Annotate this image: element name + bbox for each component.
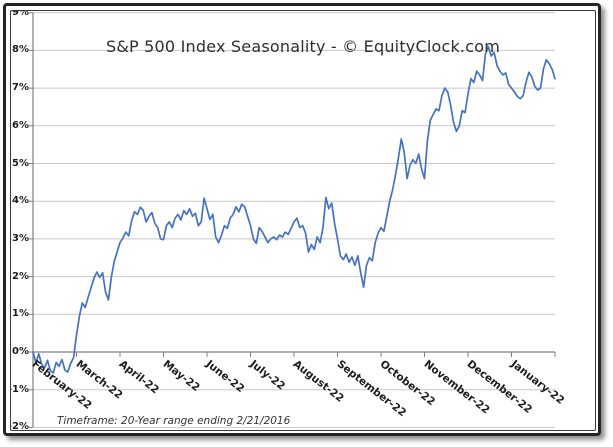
y-axis-label: -2% xyxy=(11,421,29,431)
y-axis-label: 8% xyxy=(12,44,29,56)
y-axis-label: -1% xyxy=(11,383,29,395)
seasonality-line xyxy=(32,45,556,374)
seasonality-chart-svg xyxy=(29,12,556,428)
timeframe-footnote: Timeframe: 20-Year range ending 2/21/201… xyxy=(53,415,295,427)
y-axis-label: 4% xyxy=(12,195,29,207)
y-axis-label: 9% xyxy=(12,10,29,18)
chart-title: S&P 500 Index Seasonality - © EquityCloc… xyxy=(106,37,500,56)
y-axis-label: 7% xyxy=(12,82,29,94)
y-axis-label: 1% xyxy=(12,308,29,320)
image-frame: S&P 500 Index Seasonality - © EquityCloc… xyxy=(3,3,601,436)
y-axis-label: 3% xyxy=(12,232,29,244)
y-axis-label: 2% xyxy=(12,270,29,282)
y-axis-label: 5% xyxy=(12,157,29,169)
chart-canvas: S&P 500 Index Seasonality - © EquityCloc… xyxy=(10,10,596,431)
y-axis-label: 0% xyxy=(12,346,29,357)
y-axis-label: 6% xyxy=(12,119,29,131)
